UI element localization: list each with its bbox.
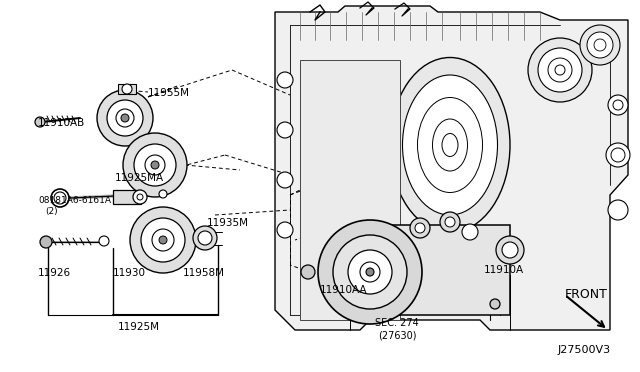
Circle shape: [99, 236, 109, 246]
Ellipse shape: [390, 58, 510, 232]
Circle shape: [193, 226, 217, 250]
Circle shape: [277, 172, 293, 188]
Circle shape: [151, 161, 159, 169]
Ellipse shape: [442, 134, 458, 157]
Circle shape: [608, 95, 628, 115]
Text: (27630): (27630): [378, 330, 417, 340]
Circle shape: [587, 32, 613, 58]
Text: 11955M: 11955M: [148, 88, 190, 98]
Text: 11958M: 11958M: [183, 268, 225, 278]
Circle shape: [130, 207, 196, 273]
Ellipse shape: [433, 119, 467, 171]
Circle shape: [137, 194, 143, 200]
Circle shape: [410, 218, 430, 238]
Circle shape: [594, 39, 606, 51]
Bar: [113, 190, 141, 204]
Circle shape: [502, 242, 518, 258]
Circle shape: [145, 155, 165, 175]
Text: 11910AA: 11910AA: [320, 285, 367, 295]
Text: (2): (2): [45, 207, 58, 216]
Circle shape: [528, 38, 592, 102]
Circle shape: [462, 224, 478, 240]
Circle shape: [318, 220, 422, 324]
Circle shape: [580, 25, 620, 65]
Circle shape: [51, 189, 69, 207]
Ellipse shape: [403, 75, 497, 215]
Text: FRONT: FRONT: [565, 288, 608, 301]
Text: J27500V3: J27500V3: [558, 345, 611, 355]
Circle shape: [490, 299, 500, 309]
Text: 11925MA: 11925MA: [115, 173, 164, 183]
Circle shape: [555, 65, 565, 75]
Bar: [118, 84, 136, 94]
Circle shape: [133, 190, 147, 204]
Text: 11910AB: 11910AB: [38, 118, 85, 128]
Text: 11910A: 11910A: [484, 265, 524, 275]
Circle shape: [277, 122, 293, 138]
Circle shape: [445, 217, 455, 227]
Text: 11930: 11930: [113, 268, 146, 278]
Circle shape: [141, 218, 185, 262]
Circle shape: [121, 114, 129, 122]
Circle shape: [606, 143, 630, 167]
Circle shape: [538, 48, 582, 92]
Text: 11935M: 11935M: [207, 218, 249, 228]
Text: 11926: 11926: [38, 268, 71, 278]
Circle shape: [360, 262, 380, 282]
Circle shape: [496, 236, 524, 264]
Ellipse shape: [417, 97, 483, 192]
Circle shape: [159, 190, 167, 198]
Circle shape: [152, 229, 174, 251]
Circle shape: [277, 72, 293, 88]
Circle shape: [440, 212, 460, 232]
Circle shape: [54, 192, 66, 204]
Circle shape: [116, 109, 134, 127]
Circle shape: [608, 200, 628, 220]
Circle shape: [122, 84, 132, 94]
Circle shape: [348, 250, 392, 294]
Circle shape: [301, 265, 315, 279]
Circle shape: [198, 231, 212, 245]
Circle shape: [415, 223, 425, 233]
Text: 08181A6-6161A: 08181A6-6161A: [38, 196, 111, 205]
Circle shape: [613, 100, 623, 110]
Bar: [370, 225, 510, 315]
Circle shape: [548, 58, 572, 82]
Circle shape: [107, 100, 143, 136]
Circle shape: [366, 268, 374, 276]
Circle shape: [35, 117, 45, 127]
Circle shape: [97, 90, 153, 146]
Circle shape: [40, 236, 52, 248]
Polygon shape: [275, 6, 628, 330]
Circle shape: [611, 148, 625, 162]
Circle shape: [159, 236, 167, 244]
Circle shape: [123, 133, 187, 197]
Bar: [300, 60, 400, 320]
Circle shape: [333, 235, 407, 309]
Circle shape: [134, 144, 176, 186]
Text: SEC. 274: SEC. 274: [375, 318, 419, 328]
Text: 11925M: 11925M: [118, 322, 160, 332]
Circle shape: [277, 222, 293, 238]
